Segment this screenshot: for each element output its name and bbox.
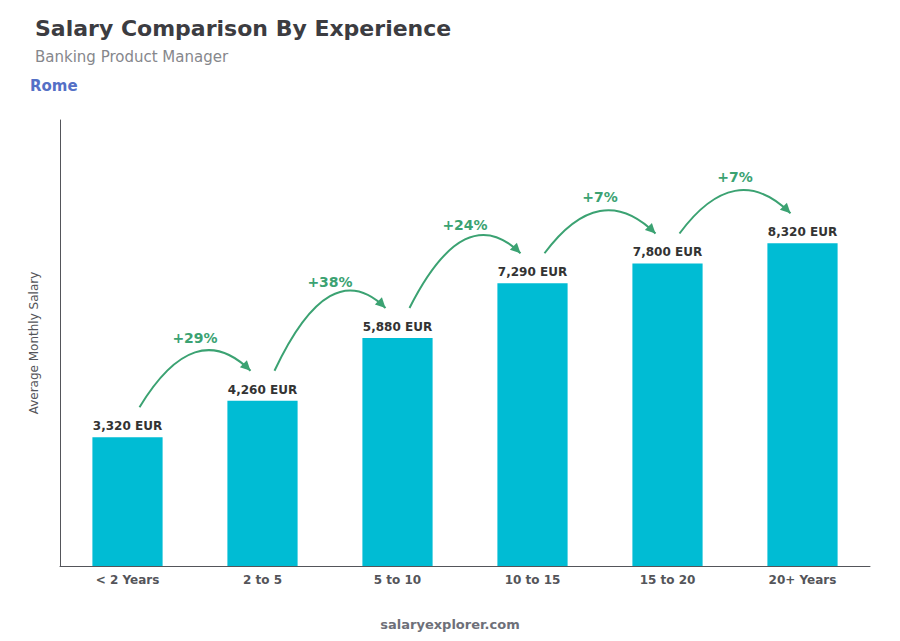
svg-text:salaryexplorer.com: salaryexplorer.com bbox=[380, 617, 519, 632]
svg-text:+38%: +38% bbox=[307, 274, 352, 290]
svg-text:< 2 Years: < 2 Years bbox=[96, 573, 160, 587]
svg-text:2 to 5: 2 to 5 bbox=[243, 573, 282, 587]
svg-text:+7%: +7% bbox=[717, 169, 753, 185]
svg-text:15 to 20: 15 to 20 bbox=[640, 573, 696, 587]
svg-text:5,880 EUR: 5,880 EUR bbox=[363, 320, 432, 334]
svg-text:7,800 EUR: 7,800 EUR bbox=[633, 245, 702, 259]
svg-text:10 to 15: 10 to 15 bbox=[505, 573, 561, 587]
svg-text:Banking Product Manager: Banking Product Manager bbox=[35, 48, 229, 66]
svg-text:7,290 EUR: 7,290 EUR bbox=[498, 265, 567, 279]
svg-text:Average Monthly Salary: Average Monthly Salary bbox=[27, 272, 41, 415]
svg-text:4,260 EUR: 4,260 EUR bbox=[228, 383, 297, 397]
svg-text:20+ Years: 20+ Years bbox=[769, 573, 837, 587]
svg-text:Rome: Rome bbox=[30, 77, 78, 95]
svg-text:+24%: +24% bbox=[442, 217, 487, 233]
svg-text:5 to 10: 5 to 10 bbox=[374, 573, 421, 587]
svg-text:3,320 EUR: 3,320 EUR bbox=[93, 419, 162, 433]
svg-text:Salary Comparison By Experienc: Salary Comparison By Experience bbox=[35, 16, 451, 41]
svg-text:+29%: +29% bbox=[172, 330, 217, 346]
svg-text:+7%: +7% bbox=[582, 189, 618, 205]
svg-text:8,320 EUR: 8,320 EUR bbox=[768, 225, 837, 239]
